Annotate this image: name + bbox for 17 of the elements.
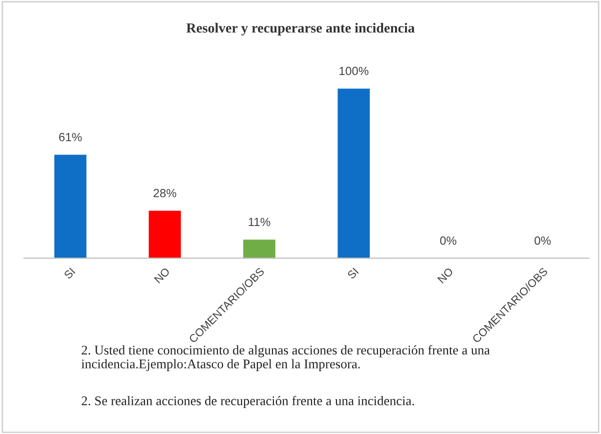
data-label: 28% [154,188,176,198]
bar [54,154,86,258]
bar [338,88,370,258]
x-tick-label: SI [346,267,359,280]
x-tick-label: NO [154,267,170,284]
bar [148,210,181,258]
bar [243,240,276,258]
data-label: 0% [534,236,551,245]
data-label: 0% [440,236,456,245]
text: 2. Se realizan acciones de recuperación frente a una incidencia. [82,396,414,408]
data-label: 11% [248,218,270,226]
x-tick-label: SI [64,267,76,280]
data-label: 100% [340,66,368,76]
chart-title: Resolver y recuperarse ante incidencia [186,22,415,36]
data-label: 61% [59,132,82,142]
x-tick-label: NO [437,267,454,284]
text: 2. Usted tiene conocimiento de algunas acciones de recuperación frente a una incidencia.Ejemplo:Atasco de Papel en la Impresora. [81,345,490,372]
